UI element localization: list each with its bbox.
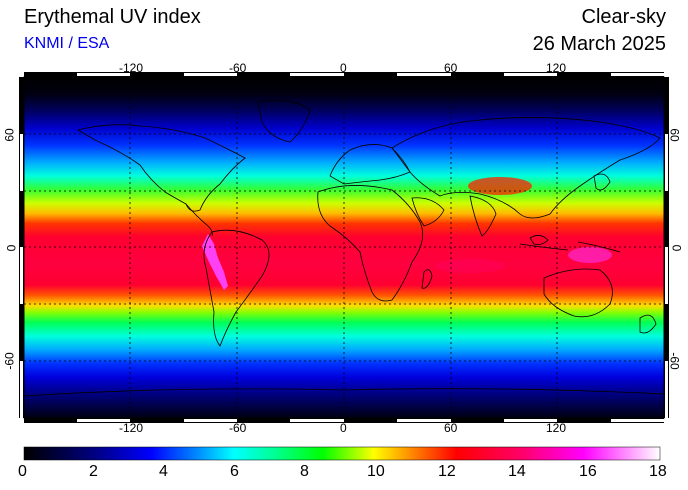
lon-tick-top: -120 <box>119 61 144 75</box>
map-title: Erythemal UV index <box>24 6 201 28</box>
uv-hotspot-asia <box>468 177 532 195</box>
lon-tick-top: -60 <box>229 61 247 75</box>
uv-hotspot-andes <box>202 234 228 290</box>
colorbar-label: 16 <box>579 463 597 480</box>
organization-label: KNMI / ESA <box>24 35 110 52</box>
colorbar-label: 18 <box>649 463 667 480</box>
colorbar-label: 12 <box>438 463 456 480</box>
uv-hotspot-indian <box>436 259 504 273</box>
lon-tick-top: 120 <box>546 61 567 75</box>
lat-tick-left: 0 <box>4 244 19 252</box>
colorbar-label: 0 <box>18 463 27 480</box>
date-label: 26 March 2025 <box>532 33 666 55</box>
lon-tick-top: 0 <box>340 61 347 75</box>
lat-tick-left: 60 <box>2 128 17 142</box>
colorbar-label: 10 <box>367 463 385 480</box>
uv-hotspot-pacific <box>568 247 612 263</box>
lon-tick-bottom: 0 <box>340 421 347 435</box>
colorbar <box>23 446 661 461</box>
lat-tick-right: -60 <box>667 352 682 370</box>
colorbar-label: 4 <box>159 463 168 480</box>
lat-tick-right: 60 <box>667 128 682 142</box>
lon-tick-top: 60 <box>444 61 458 75</box>
colorbar-label: 2 <box>89 463 98 480</box>
lon-tick-bottom: -120 <box>119 421 144 435</box>
sky-condition-label: Clear-sky <box>581 6 666 28</box>
graticule <box>24 77 664 418</box>
lat-tick-left: -60 <box>2 352 17 370</box>
frame-scale-bars <box>19 72 669 423</box>
lon-tick-bottom: 60 <box>444 421 458 435</box>
lat-tick-right: 0 <box>669 244 684 252</box>
colorbar-label: 8 <box>300 463 309 480</box>
lon-tick-bottom: -60 <box>229 421 247 435</box>
colorbar-label: 6 <box>230 463 239 480</box>
lon-tick-bottom: 120 <box>546 421 567 435</box>
colorbar-label: 14 <box>508 463 526 480</box>
